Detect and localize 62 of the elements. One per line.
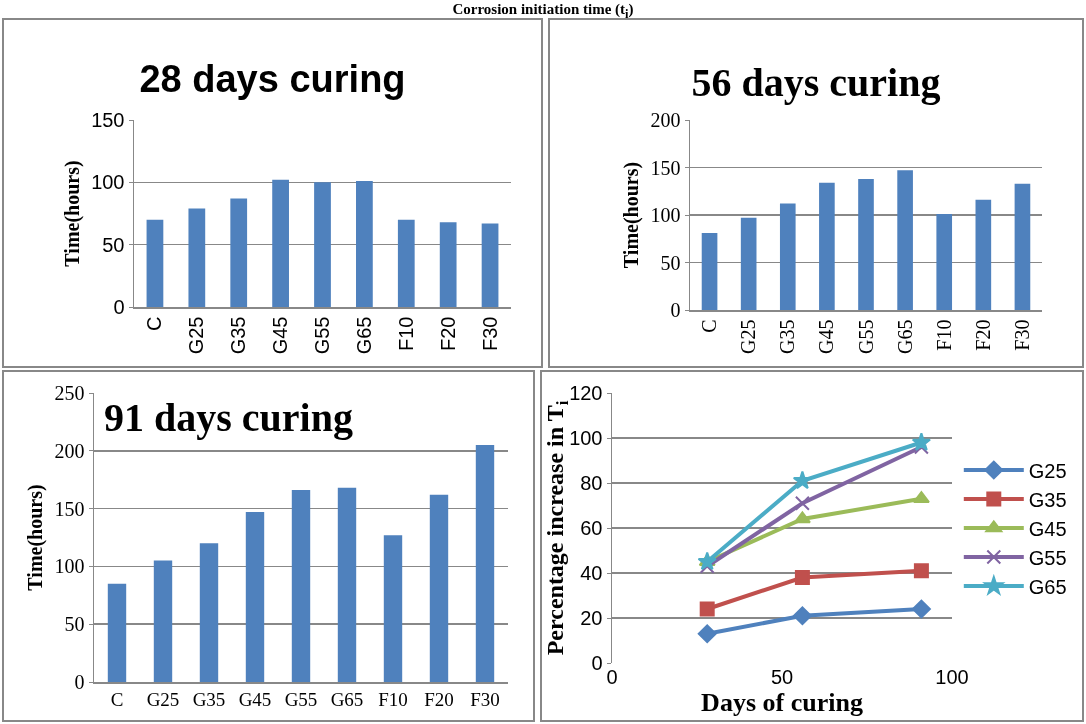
- x-tick-label: G55: [854, 319, 877, 354]
- chart-title: 91 days curing: [104, 395, 353, 440]
- x-tick-label: G65: [330, 689, 364, 711]
- y-tick-label: 80: [580, 472, 603, 494]
- x-tick-label: F20: [424, 689, 454, 711]
- y-tick-label: 150: [91, 109, 125, 131]
- x-tick-label: C: [110, 689, 124, 711]
- x-tick-label: F30: [470, 689, 500, 711]
- x-tick-label: G35: [192, 689, 226, 711]
- y-tick-label: 100: [91, 171, 125, 194]
- x-tick-label: F30: [1010, 319, 1033, 351]
- x-tick-label: 100: [935, 666, 969, 688]
- y-tick-label: 60: [580, 517, 603, 539]
- y-tick-label: 250: [54, 382, 85, 404]
- y-axis-title: Time(hours): [620, 161, 644, 269]
- legend-label: G25: [1028, 459, 1067, 482]
- text: Corrosion initiation time (t$_{i}$): [451, 0, 635, 23]
- x-tick-label: G35: [776, 319, 799, 354]
- x-tick-label: G45: [269, 316, 292, 355]
- x-tick-label: G25: [146, 689, 180, 711]
- chart-title: 56 days curing: [691, 60, 941, 105]
- y-tick-label: 40: [580, 562, 603, 584]
- y-tick-label: 50: [64, 613, 85, 636]
- y-tick-label: 100: [650, 204, 681, 226]
- x-tick-label: F10: [378, 689, 408, 711]
- y-tick-label: 100: [54, 555, 85, 578]
- x-tick-label: G45: [815, 319, 838, 354]
- x-tick-label: F20: [436, 316, 459, 351]
- y-axis-title: Time(hours): [24, 484, 48, 591]
- y-tick-label: 200: [650, 109, 681, 131]
- y-tick-label: 20: [580, 607, 603, 629]
- legend-label: G55: [1028, 546, 1067, 569]
- x-tick-label: G25: [737, 319, 760, 354]
- x-tick-label: G65: [352, 316, 375, 355]
- x-tick-label: 50: [770, 666, 794, 688]
- x-tick-label: G55: [311, 316, 333, 355]
- y-tick-label: 150: [650, 156, 681, 179]
- y-tick-label: 150: [54, 497, 85, 520]
- x-tick-label: 0: [606, 666, 618, 688]
- x-tick-label: G65: [893, 319, 916, 354]
- y-tick-label: 50: [660, 251, 681, 274]
- x-tick-label: C: [698, 319, 721, 333]
- y-tick-label: 0: [113, 296, 125, 318]
- x-tick-label: C: [143, 316, 166, 331]
- y-tick-label: 50: [102, 233, 125, 256]
- x-tick-label: G35: [227, 316, 250, 355]
- x-tick-label: G25: [185, 316, 208, 355]
- y-axis-title: Time(hours): [60, 160, 84, 267]
- y-tick-label: 0: [591, 652, 603, 674]
- legend-label: G65: [1028, 575, 1067, 598]
- y-tick-label: 120: [569, 382, 603, 404]
- x-tick-label: F20: [971, 319, 994, 351]
- x-tick-label: F10: [394, 316, 417, 351]
- x-tick-label: G45: [238, 689, 272, 711]
- y-tick-label: 200: [54, 439, 85, 462]
- legend-label: G45: [1028, 517, 1067, 540]
- x-tick-label: G55: [284, 689, 318, 711]
- x-tick-label: F10: [932, 319, 955, 351]
- legend-label: G35: [1028, 488, 1067, 511]
- x-tick-label: F30: [478, 316, 501, 351]
- x-axis-title: Days of curing: [701, 688, 863, 717]
- chart-title: 28 days curing: [139, 58, 406, 101]
